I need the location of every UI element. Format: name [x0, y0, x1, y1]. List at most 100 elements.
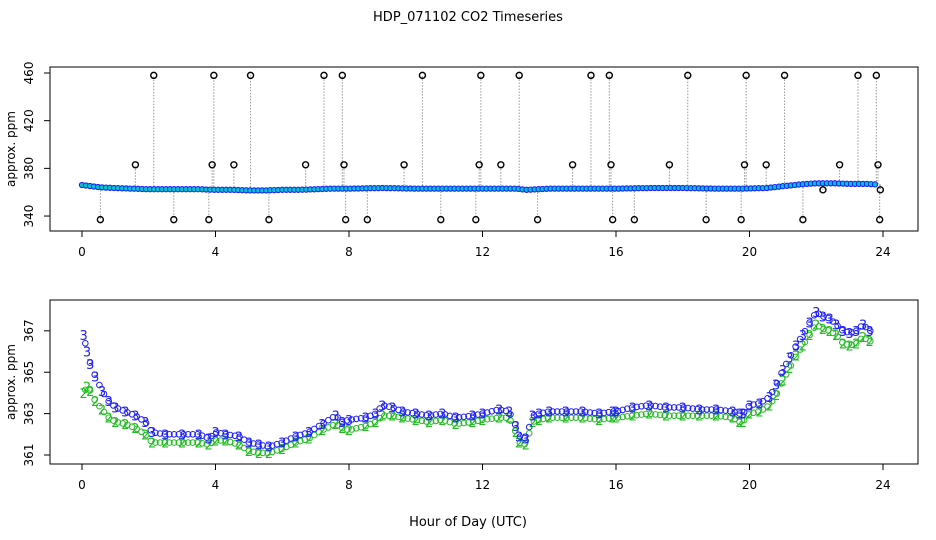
- series-2-label: 2: [825, 325, 833, 340]
- series-2-label: 2: [578, 412, 586, 427]
- series-2-label: 2: [805, 329, 813, 344]
- series-3-label: 3: [839, 325, 847, 340]
- series-3-label: 3: [362, 412, 370, 427]
- series-2-label: 2: [86, 385, 94, 400]
- series-3-label: 3: [629, 401, 637, 416]
- y-tick-label: 460: [22, 62, 36, 85]
- series-2-point: [156, 439, 164, 446]
- series-2-point: [311, 431, 318, 439]
- series-3-point: [703, 406, 711, 413]
- series-2-label: 2: [859, 331, 867, 346]
- series-2-point: [264, 449, 271, 457]
- series-2-label: 2: [735, 416, 743, 431]
- series-2-point: [652, 411, 659, 418]
- series-2-point: [133, 425, 140, 433]
- series-3-point: [862, 323, 869, 331]
- series-3-label: 3: [739, 408, 747, 423]
- series-2-label: 2: [772, 389, 780, 404]
- series-2-point: [142, 431, 150, 439]
- series-3-label: 3: [512, 420, 520, 435]
- series-2-label: 2: [105, 412, 113, 427]
- series-3-point: [226, 431, 234, 439]
- series-3-point: [320, 419, 327, 427]
- series-2-point: [572, 414, 580, 422]
- series-2-point: [427, 418, 435, 425]
- series-3-point: [558, 408, 566, 415]
- series-2-label: 2: [141, 428, 149, 443]
- outlier-point: [475, 161, 483, 169]
- series-2-point: [731, 415, 739, 423]
- series-2-point: [161, 439, 169, 446]
- series-2-point: [670, 412, 678, 420]
- series-3-label: 3: [265, 441, 273, 456]
- series-2-point: [114, 419, 122, 426]
- series-2-point: [343, 426, 351, 433]
- series-2-point: [857, 335, 865, 343]
- series-2-point: [684, 412, 692, 420]
- series-2-point: [212, 437, 220, 444]
- series-3-point: [348, 416, 356, 423]
- series-2-point: [381, 412, 388, 420]
- series-2-point: [535, 416, 542, 424]
- series-3-label: 3: [221, 428, 229, 443]
- series-2-label: 2: [98, 404, 106, 419]
- outlier-point: [437, 215, 445, 224]
- series-2-label: 2: [331, 418, 339, 433]
- x-tick-label: 4: [212, 478, 220, 492]
- series-3-point: [297, 431, 304, 439]
- series-2-point: [203, 440, 211, 448]
- outlier-point: [737, 215, 745, 224]
- outlier-point: [340, 161, 348, 169]
- outlier-point: [150, 71, 158, 80]
- series-3-point: [353, 415, 360, 423]
- series-2-point: [292, 439, 299, 446]
- x-tick-label: 24: [875, 478, 890, 492]
- series-3-label: 3: [131, 410, 139, 425]
- series-3-point: [236, 433, 243, 441]
- series-2-point: [848, 341, 855, 349]
- series-3-label: 3: [545, 406, 553, 421]
- series-3-point: [142, 419, 150, 427]
- series-3-point: [231, 432, 239, 440]
- x-tick-label: 16: [608, 478, 623, 492]
- series-2-point: [516, 439, 524, 447]
- series-3-point: [778, 369, 785, 377]
- series-3-point: [670, 404, 678, 411]
- y-tick-label: 380: [22, 157, 36, 180]
- outlier-point: [799, 215, 807, 224]
- series-3-point: [596, 410, 603, 417]
- series-2-point: [82, 386, 89, 394]
- series-2-point: [624, 413, 631, 420]
- outlier-point: [568, 161, 577, 169]
- series-2-label: 2: [695, 410, 703, 425]
- series-3-label: 3: [211, 426, 219, 441]
- x-tick-label: 16: [608, 245, 623, 259]
- series-3-point: [698, 406, 706, 413]
- series-3-label: 3: [515, 430, 523, 445]
- series-3-point: [166, 431, 173, 438]
- series-3-point: [853, 327, 860, 335]
- series-3-label: 3: [505, 406, 513, 421]
- series-2-point: [694, 412, 701, 420]
- series-2-point: [614, 414, 622, 421]
- series-3-point: [381, 402, 388, 410]
- series-3-label: 3: [398, 406, 406, 421]
- series-2-point: [418, 417, 426, 425]
- series-2-label: 2: [522, 439, 530, 454]
- series-2-label: 2: [265, 447, 273, 462]
- series-2-point: [600, 415, 608, 423]
- series-2-point: [773, 390, 781, 397]
- series-2-point: [502, 414, 510, 422]
- series-2-label: 2: [178, 437, 186, 452]
- series-3-label: 3: [425, 410, 433, 425]
- series-2-label: 2: [512, 426, 520, 441]
- series-3-label: 3: [735, 408, 743, 423]
- series-2-point: [413, 416, 421, 424]
- series-2-point: [596, 416, 603, 424]
- series-3-point: [180, 431, 187, 438]
- series-3-point: [516, 433, 524, 440]
- series-3-label: 3: [278, 437, 286, 452]
- series-2-point: [297, 437, 304, 445]
- series-3-point: [306, 428, 313, 436]
